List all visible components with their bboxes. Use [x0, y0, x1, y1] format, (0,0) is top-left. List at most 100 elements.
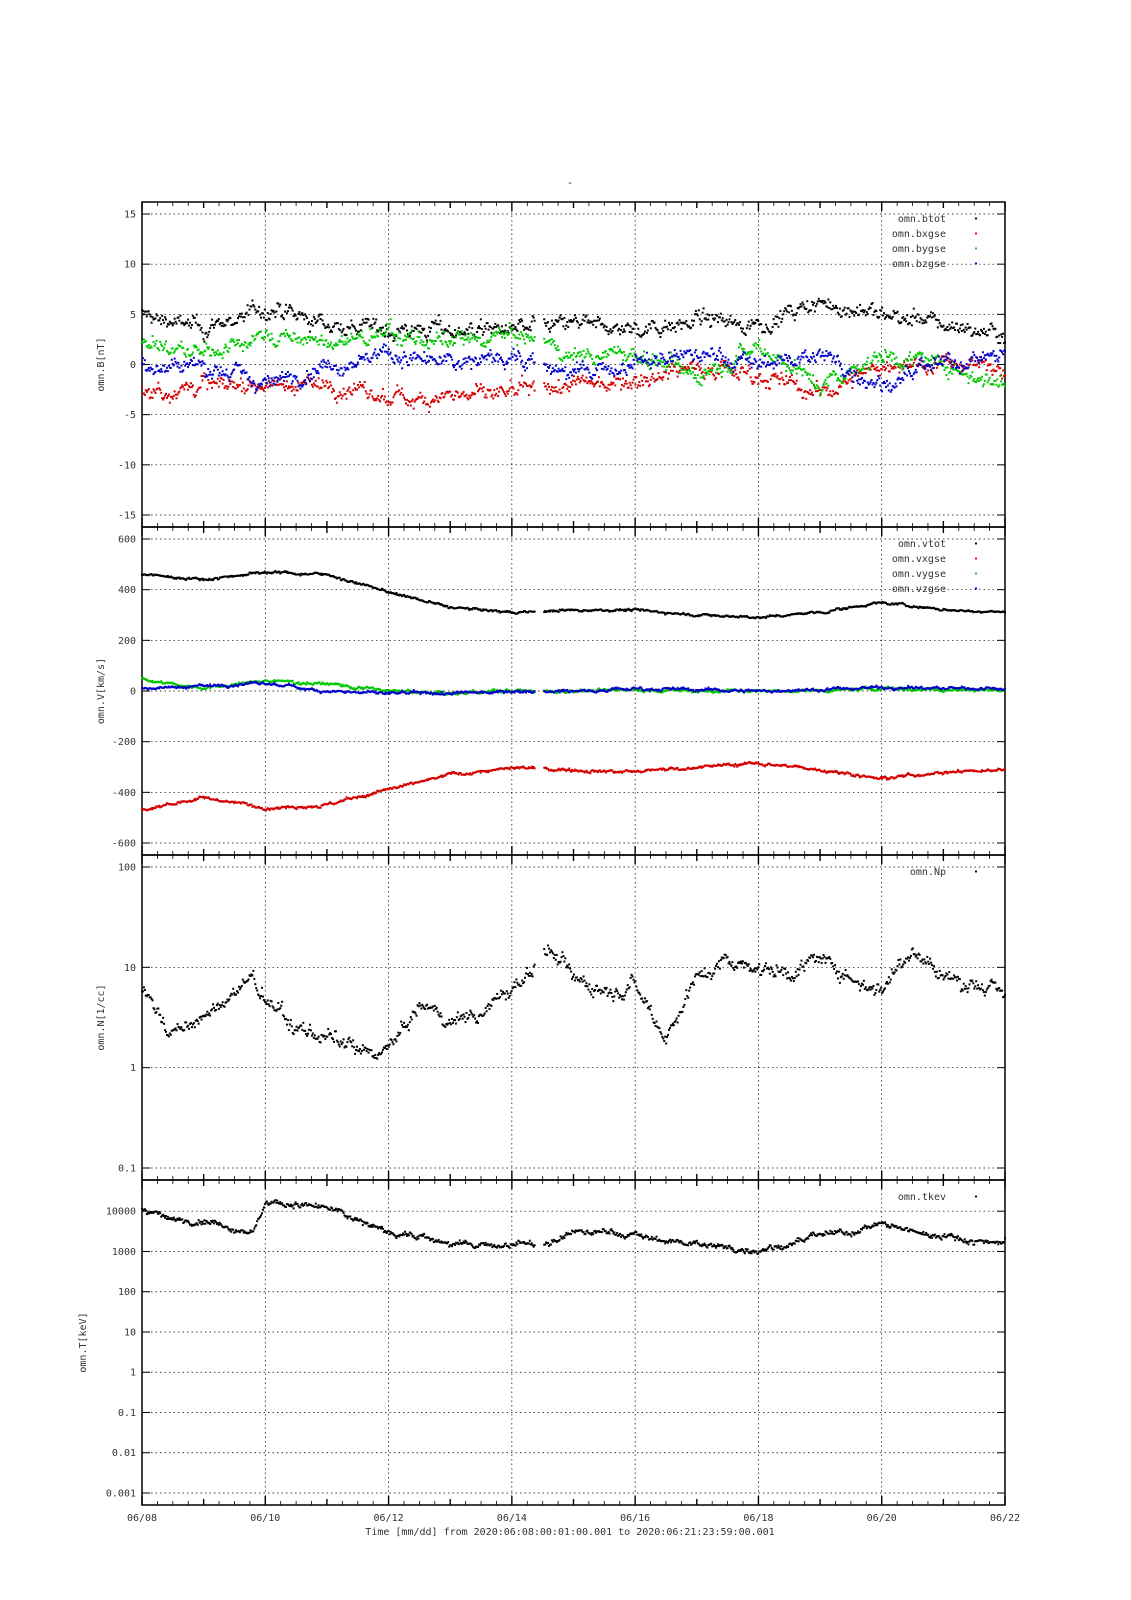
- data-point: [551, 367, 554, 370]
- data-point: [783, 359, 786, 362]
- data-point: [843, 379, 846, 382]
- data-point: [262, 378, 265, 381]
- data-point: [144, 310, 147, 313]
- data-point: [775, 356, 778, 359]
- data-point: [327, 387, 330, 390]
- data-point: [608, 330, 611, 333]
- data-point: [305, 807, 308, 810]
- data-point: [507, 331, 510, 334]
- data-point: [231, 339, 234, 342]
- data-point: [819, 300, 822, 303]
- data-point: [727, 364, 730, 367]
- data-point: [501, 361, 504, 364]
- legend-label: omn.vxgse: [892, 554, 946, 565]
- data-point: [712, 373, 715, 376]
- data-point: [687, 372, 690, 375]
- data-point: [645, 351, 648, 354]
- data-point: [225, 368, 228, 371]
- data-point: [878, 352, 881, 355]
- data-point: [748, 327, 751, 330]
- data-point: [976, 379, 979, 382]
- data-point: [258, 383, 261, 386]
- data-point: [842, 309, 845, 312]
- data-point: [156, 364, 159, 367]
- data-point: [229, 340, 232, 343]
- data-point: [573, 380, 576, 383]
- data-point: [641, 379, 644, 382]
- data-point: [258, 305, 261, 308]
- data-point: [452, 336, 455, 339]
- data-point: [332, 387, 335, 390]
- data-point: [601, 323, 604, 326]
- data-point: [812, 301, 815, 304]
- data-point: [295, 337, 298, 340]
- data-point: [316, 370, 319, 373]
- data-point: [358, 323, 361, 326]
- data-point: [1004, 373, 1006, 376]
- data-point: [399, 393, 402, 396]
- data-point: [565, 324, 568, 327]
- data-point: [318, 313, 321, 316]
- data-point: [632, 327, 635, 330]
- data-point: [701, 352, 704, 355]
- data-point: [517, 389, 520, 392]
- data-point: [192, 344, 195, 347]
- data-point: [741, 353, 744, 356]
- data-point: [725, 318, 728, 321]
- data-point: [306, 369, 309, 372]
- data-point: [828, 307, 831, 310]
- data-point: [397, 337, 400, 340]
- data-point: [444, 355, 447, 358]
- data-point: [872, 313, 875, 316]
- data-point: [859, 383, 862, 386]
- data-point: [745, 327, 748, 330]
- data-point: [815, 302, 818, 305]
- data-point: [998, 334, 1001, 337]
- data-point: [691, 319, 694, 322]
- data-point: [924, 319, 927, 322]
- data-point: [502, 364, 505, 367]
- data-point: [933, 358, 936, 361]
- data-point: [375, 318, 378, 321]
- data-point: [747, 351, 750, 354]
- data-point: [907, 359, 910, 362]
- data-point: [246, 304, 249, 307]
- data-point: [760, 365, 763, 368]
- data-point: [353, 365, 356, 368]
- data-point: [144, 389, 147, 392]
- data-point: [728, 318, 731, 321]
- legend-label: omn.vtot: [898, 539, 946, 550]
- data-point: [163, 397, 166, 400]
- data-point: [914, 368, 917, 371]
- data-point: [319, 318, 322, 321]
- data-point: [764, 387, 767, 390]
- data-point: [264, 330, 267, 333]
- data-point: [722, 359, 725, 362]
- data-point: [471, 337, 474, 340]
- data-point: [884, 317, 887, 320]
- legend-marker: [974, 572, 978, 575]
- data-point: [855, 367, 858, 370]
- data-point: [650, 375, 653, 378]
- data-point: [599, 358, 602, 361]
- data-point: [361, 336, 364, 339]
- data-point: [699, 376, 702, 379]
- data-point: [964, 366, 967, 369]
- data-point: [175, 397, 178, 400]
- data-point: [385, 400, 388, 403]
- data-point: [795, 379, 798, 382]
- data-point: [577, 377, 580, 380]
- data-point: [551, 325, 554, 328]
- data-point: [996, 378, 999, 381]
- data-point: [609, 328, 612, 331]
- data-point: [692, 359, 695, 362]
- data-point: [216, 368, 219, 371]
- data-point: [418, 336, 421, 339]
- data-point: [810, 380, 813, 383]
- data-point: [829, 301, 832, 304]
- data-point: [749, 362, 752, 365]
- data-point: [298, 311, 301, 314]
- data-point: [870, 361, 873, 364]
- data-point: [556, 391, 559, 394]
- data-point: [543, 611, 546, 614]
